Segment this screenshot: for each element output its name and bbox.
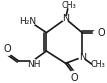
Circle shape: [5, 51, 11, 55]
Circle shape: [70, 71, 76, 75]
Circle shape: [30, 59, 36, 63]
Circle shape: [79, 55, 85, 59]
Text: O: O: [3, 44, 11, 55]
Text: H₂N: H₂N: [19, 17, 36, 26]
Text: O: O: [70, 73, 78, 83]
Circle shape: [28, 20, 35, 25]
Circle shape: [93, 31, 99, 35]
Text: N: N: [79, 53, 86, 62]
Text: CH₃: CH₃: [61, 0, 76, 10]
Text: N: N: [62, 14, 69, 23]
Text: CH₃: CH₃: [90, 60, 105, 69]
Text: O: O: [97, 28, 105, 38]
Circle shape: [62, 17, 69, 21]
Text: NH: NH: [27, 60, 40, 69]
